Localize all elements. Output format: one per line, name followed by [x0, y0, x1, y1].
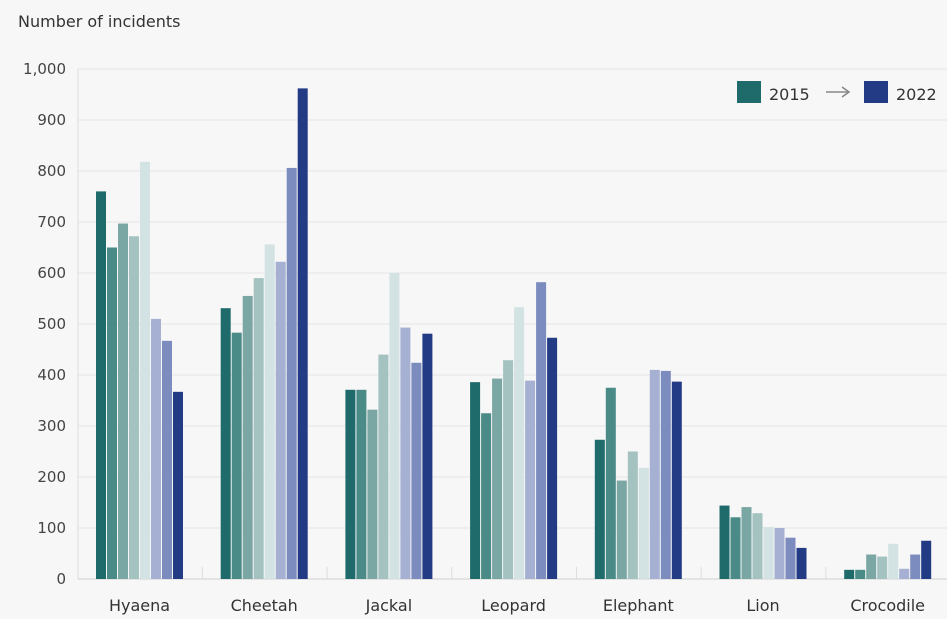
x-tick-label: Hyaena	[109, 596, 170, 615]
bar	[910, 554, 921, 579]
bar	[888, 543, 899, 579]
y-tick-label: 0	[56, 570, 66, 588]
bar	[921, 540, 932, 579]
bar	[547, 337, 558, 579]
bar	[649, 369, 660, 579]
y-tick-label: 200	[37, 468, 66, 486]
bar	[264, 244, 275, 579]
bar	[525, 380, 536, 579]
y-axis-label: Number of incidents	[18, 12, 180, 31]
legend-end-swatch	[864, 81, 888, 103]
bar	[118, 223, 128, 579]
bar	[605, 387, 616, 579]
arrow-right-icon	[826, 86, 851, 98]
bar	[367, 409, 378, 579]
x-tick-label: Elephant	[603, 596, 674, 615]
y-tick-label: 100	[37, 519, 66, 537]
bar	[638, 467, 649, 579]
bar	[422, 333, 433, 579]
y-tick-label: 500	[37, 315, 66, 333]
y-tick-label: 400	[37, 366, 66, 384]
bar	[785, 537, 796, 579]
y-ticks: 0 100 200 300 400 500 600 700 800 900 1,000	[23, 60, 66, 588]
bar	[162, 340, 172, 579]
bar	[356, 389, 367, 579]
bar	[96, 191, 106, 579]
legend-start-label: 2015	[769, 85, 810, 104]
x-tick-label: Cheetah	[231, 596, 298, 615]
x-tick-label: Lion	[746, 596, 779, 615]
bar	[400, 327, 411, 579]
x-tick-label: Crocodile	[850, 596, 925, 615]
bar	[492, 378, 503, 579]
bar	[275, 261, 286, 579]
bar	[514, 307, 525, 579]
bar	[774, 528, 785, 579]
y-tick-label: 900	[37, 111, 66, 129]
bar	[796, 547, 807, 579]
bar	[730, 517, 741, 579]
bar	[616, 480, 627, 579]
bar	[345, 389, 356, 579]
legend-start-swatch	[737, 81, 761, 103]
bar	[536, 282, 547, 579]
bar	[763, 526, 774, 579]
bar	[877, 556, 888, 579]
bar	[173, 391, 183, 579]
y-tick-label: 800	[37, 162, 66, 180]
bar	[470, 382, 481, 579]
bar	[627, 451, 638, 579]
bar	[719, 505, 730, 579]
bar	[844, 569, 855, 579]
bar	[151, 318, 161, 579]
bar	[594, 439, 605, 579]
bar	[741, 507, 752, 579]
bar	[503, 360, 514, 579]
legend: 2015 2022	[737, 81, 937, 104]
bar	[411, 362, 422, 579]
bar	[481, 413, 492, 579]
bar	[242, 295, 253, 579]
bar	[286, 167, 297, 579]
bar	[231, 332, 242, 579]
bars	[96, 88, 932, 579]
bar	[220, 308, 231, 579]
bar	[660, 370, 671, 579]
y-tick-label: 600	[37, 264, 66, 282]
legend-end-label: 2022	[896, 85, 937, 104]
y-tick-label: 1,000	[23, 60, 66, 78]
bar	[107, 247, 117, 579]
bar	[899, 568, 910, 579]
bar	[389, 273, 400, 579]
bar	[140, 161, 150, 579]
y-tick-label: 700	[37, 213, 66, 231]
bar	[297, 88, 308, 579]
x-tick-label: Jackal	[365, 596, 413, 615]
x-labels: Hyaena Cheetah Jackal Leopard Elephant Lion Cr…	[109, 596, 925, 615]
bar	[378, 354, 389, 579]
bar	[752, 513, 763, 579]
bar	[129, 236, 139, 579]
bar	[253, 278, 264, 579]
bar	[671, 381, 682, 579]
bar	[866, 554, 877, 579]
x-tick-label: Leopard	[481, 596, 546, 615]
bar	[855, 569, 866, 579]
y-tick-label: 300	[37, 417, 66, 435]
